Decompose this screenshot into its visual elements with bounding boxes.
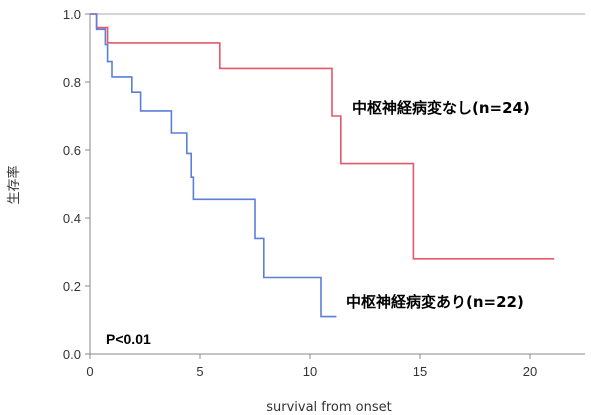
- x-tick-label: 0: [86, 364, 93, 379]
- y-tick-label: 0.4: [63, 211, 81, 226]
- y-axis-ticks: 0.0 0.2 0.4 0.6 0.8 1.0: [63, 7, 90, 362]
- series-label-no-cns: 中枢神経病変なし(n=24): [352, 99, 530, 117]
- x-tick-label: 5: [196, 364, 203, 379]
- y-tick-label: 1.0: [63, 7, 81, 22]
- x-tick-label: 10: [303, 364, 317, 379]
- y-axis-title: 生存率: [6, 165, 22, 204]
- y-tick-label: 0.0: [63, 347, 81, 362]
- series-lines: [90, 13, 555, 318]
- x-tick-label: 20: [523, 364, 537, 379]
- y-tick-label: 0.2: [63, 279, 81, 294]
- x-axis-title: survival from onset: [266, 400, 392, 415]
- plot-frame: [89, 13, 585, 355]
- y-tick-label: 0.8: [63, 75, 81, 90]
- y-tick-label: 0.6: [63, 143, 81, 158]
- x-axis-ticks: 0 5 10 15 20: [86, 354, 537, 379]
- series-label-cns: 中枢神経病変あり(n=22): [346, 293, 524, 311]
- series-line-1: [90, 13, 337, 318]
- x-tick-label: 15: [413, 364, 427, 379]
- series-line-0: [90, 13, 555, 260]
- p-value-annotation: P<0.01: [106, 331, 151, 347]
